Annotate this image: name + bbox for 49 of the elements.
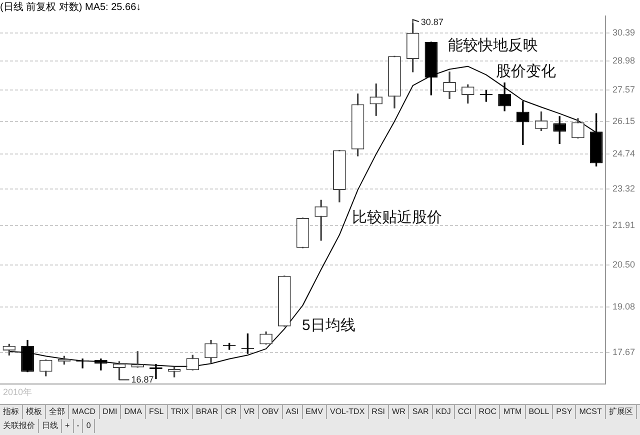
text: CCI bbox=[454, 405, 476, 419]
text: ASI bbox=[282, 405, 303, 419]
y-tick-label: 17.67 bbox=[612, 346, 636, 357]
text: TRIX bbox=[168, 405, 193, 419]
annotation: 股价变化 bbox=[496, 63, 556, 80]
y-tick-label: 30.39 bbox=[612, 27, 636, 38]
y-tick-label: 28.98 bbox=[612, 55, 636, 66]
annotation: 16.87 bbox=[131, 374, 154, 384]
annotation: 30.87 bbox=[420, 17, 444, 28]
text: VOL-TDX bbox=[327, 405, 369, 419]
text: WR bbox=[389, 405, 410, 419]
text: PSY bbox=[553, 405, 576, 419]
text: DMA bbox=[121, 405, 146, 419]
text: CR bbox=[222, 405, 241, 419]
text: EMV bbox=[302, 405, 327, 419]
text: 模板 bbox=[23, 405, 46, 419]
text: 日线 bbox=[39, 419, 62, 433]
annotation: 比较贴近股价 bbox=[352, 209, 442, 226]
text: RSI bbox=[368, 405, 390, 419]
text: 扩展区 bbox=[606, 405, 637, 419]
text: 指标 bbox=[0, 405, 23, 419]
text: 关联报价 bbox=[0, 419, 39, 433]
text: - bbox=[74, 419, 84, 433]
text: BOLL bbox=[526, 405, 554, 419]
text: 0 bbox=[83, 419, 95, 433]
text: 全部 bbox=[46, 405, 69, 419]
text: ROC bbox=[476, 405, 500, 419]
text: DMI bbox=[100, 405, 122, 419]
text: MTM bbox=[500, 405, 526, 419]
y-tick-label: 27.57 bbox=[612, 84, 636, 95]
text: FSL bbox=[146, 405, 168, 419]
y-tick-label: 21.91 bbox=[612, 220, 636, 230]
text: + bbox=[62, 419, 74, 433]
annotation: 能较快地反映 bbox=[448, 37, 538, 54]
y-tick-label: 24.74 bbox=[612, 148, 636, 159]
y-tick-label: 20.50 bbox=[612, 259, 636, 270]
y-tick-label: 26.15 bbox=[612, 116, 636, 126]
text: 2010年 bbox=[3, 387, 32, 397]
text: MACD bbox=[69, 405, 100, 419]
text: KDJ bbox=[432, 405, 455, 419]
y-tick-label: 19.08 bbox=[612, 302, 636, 312]
text: BRAR bbox=[192, 405, 222, 419]
text: OBV bbox=[258, 405, 283, 419]
y-tick-label: 23.32 bbox=[612, 183, 636, 194]
chart-title: (日线 前复权 对数) MA5: 25.66↓ bbox=[0, 0, 142, 13]
text: SAR bbox=[409, 405, 433, 419]
annotation: 5日均线 bbox=[302, 317, 356, 334]
text: VR bbox=[240, 405, 259, 419]
text: MCST bbox=[576, 405, 606, 419]
